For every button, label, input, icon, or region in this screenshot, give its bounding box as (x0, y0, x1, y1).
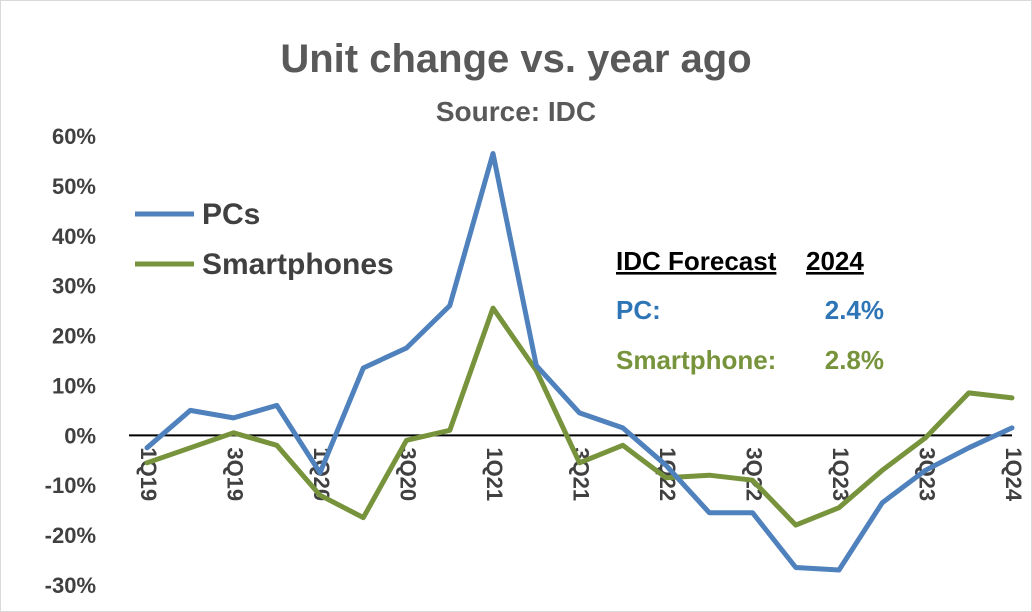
forecast-box: IDC Forecast 2024 PC: 2.4% Smartphone: 2… (616, 246, 884, 375)
forecast-header-label: IDC Forecast (616, 246, 777, 276)
y-tick-label: 60% (52, 124, 96, 149)
y-tick-label: 10% (52, 373, 96, 398)
legend-label-pcs: PCs (202, 198, 260, 231)
x-tick-label: 3Q21 (569, 447, 594, 501)
series-line-pcs (144, 151, 1015, 573)
x-axis-ticks: 1Q19 3Q19 1Q20 3Q20 1Q21 3Q21 1Q22 3Q22 1Q23 3Q23… (136, 447, 1026, 502)
chart-title: Unit change vs. year ago (280, 37, 751, 81)
forecast-pc-label: PC: (616, 295, 661, 325)
forecast-smartphone-value: 2.8% (825, 345, 884, 375)
forecast-smartphone-label: Smartphone: (616, 345, 776, 375)
y-tick-label: 50% (52, 174, 96, 199)
y-tick-label: -30% (45, 573, 96, 598)
y-tick-label: 30% (52, 274, 96, 299)
forecast-pc-value: 2.4% (825, 295, 884, 325)
legend: PCs Smartphones (135, 198, 394, 281)
x-tick-label: 1Q19 (136, 447, 161, 501)
forecast-header-year: 2024 (806, 246, 864, 276)
y-tick-label: 40% (52, 224, 96, 249)
y-tick-label: 0% (64, 423, 96, 448)
y-axis-ticks: 60% 50% 40% 30% 20% 10% 0% -10% -20% -30% (45, 124, 96, 598)
x-tick-label: 1Q24 (1001, 447, 1026, 502)
legend-label-smartphones: Smartphones (202, 248, 394, 281)
chart-subtitle: Source: IDC (436, 96, 596, 127)
y-tick-label: 20% (52, 324, 96, 349)
series-lines (144, 151, 1015, 573)
y-tick-label: -20% (45, 523, 96, 548)
y-tick-label: -10% (45, 473, 96, 498)
series-line-smartphones (144, 305, 1015, 528)
x-tick-label: 1Q23 (828, 447, 853, 501)
x-tick-label: 1Q21 (482, 447, 507, 501)
x-tick-label: 3Q19 (223, 447, 248, 501)
